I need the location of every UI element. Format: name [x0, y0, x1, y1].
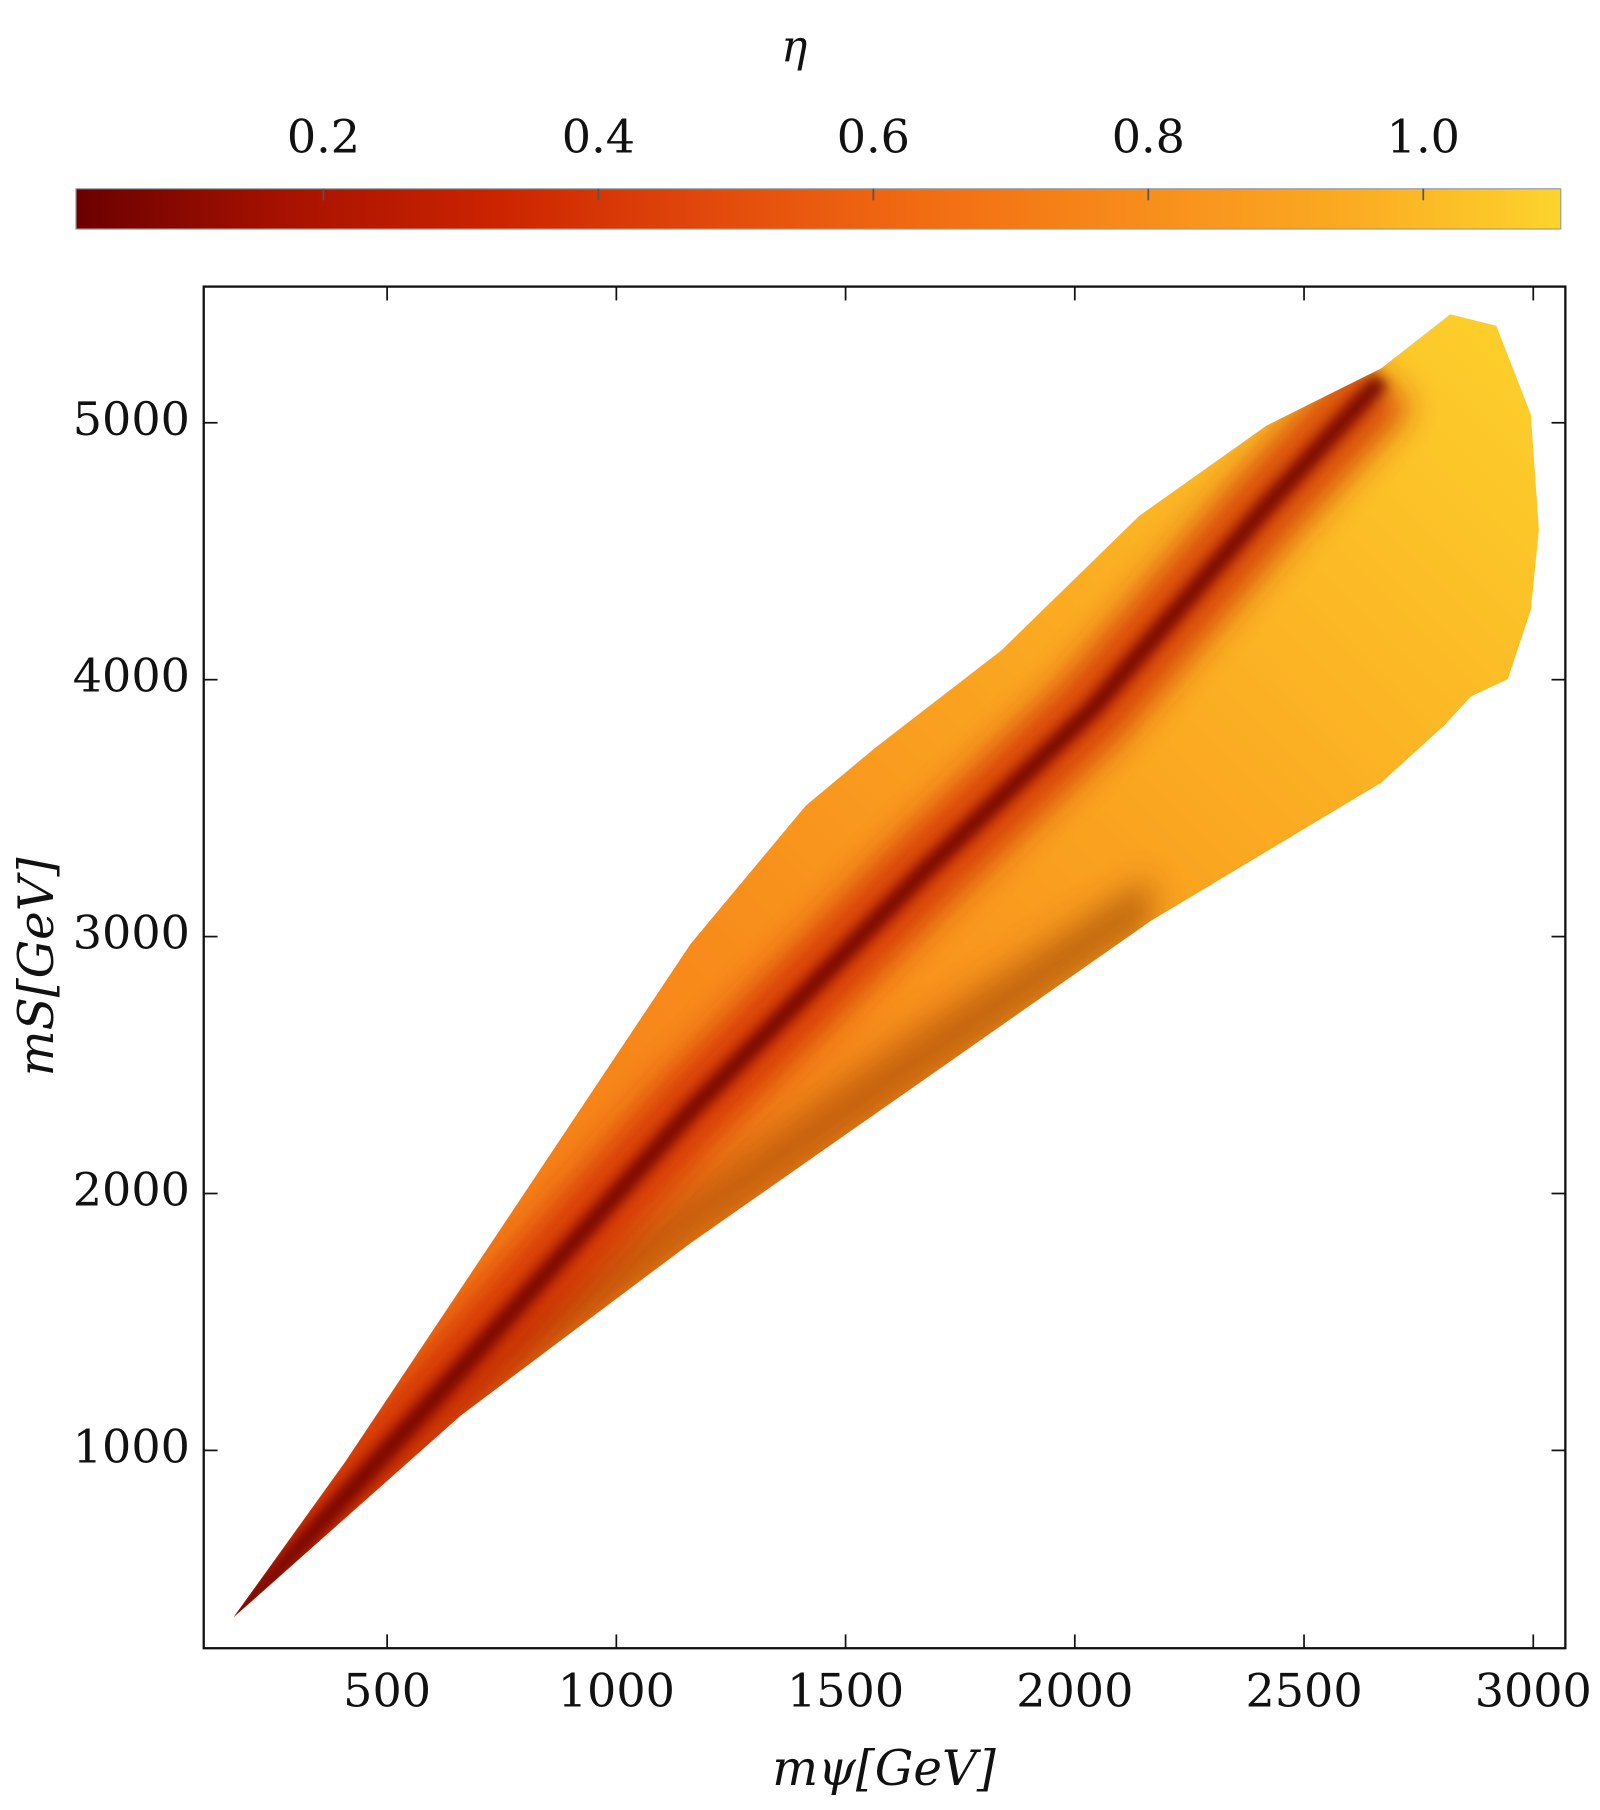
- x-tick-label: 500: [343, 1663, 431, 1717]
- y-tick-label: 1000: [73, 1419, 190, 1473]
- x-axis-label: mψ[GeV]: [772, 1741, 996, 1797]
- heatmap-ridge-core: [233, 373, 1389, 1618]
- x-tick-label: 1500: [787, 1663, 904, 1717]
- x-tick-label: 3000: [1475, 1663, 1592, 1717]
- x-tick-label: 2500: [1245, 1663, 1362, 1717]
- colorbar-tick-label: 0.6: [837, 109, 910, 163]
- plot-frame: [202, 285, 1567, 1650]
- x-tick-label: 2000: [1016, 1663, 1133, 1717]
- heatmap-edge: [233, 874, 1152, 1618]
- colorbar-title: η: [781, 22, 807, 73]
- x-tick-label: 1000: [558, 1663, 675, 1717]
- colorbar-tick-label: 0.2: [287, 109, 360, 163]
- colorbar-tick-label: 0.4: [562, 109, 635, 163]
- y-tick-label: 3000: [73, 906, 190, 960]
- y-tick-label: 5000: [73, 392, 190, 446]
- heatmap-region: [233, 314, 1539, 1618]
- plot-root: η mψ[GeV] mS[GeV] 500 1000 1500 2000 2500 300…: [9, 22, 1592, 1797]
- y-axis-label: mS[GeV]: [9, 857, 65, 1076]
- colorbar-tick-label: 1.0: [1387, 109, 1460, 163]
- y-tick-label: 4000: [73, 649, 190, 703]
- colorbar: [75, 188, 1562, 230]
- colorbar-tick-label: 0.8: [1112, 109, 1185, 163]
- y-tick-label: 2000: [73, 1162, 190, 1216]
